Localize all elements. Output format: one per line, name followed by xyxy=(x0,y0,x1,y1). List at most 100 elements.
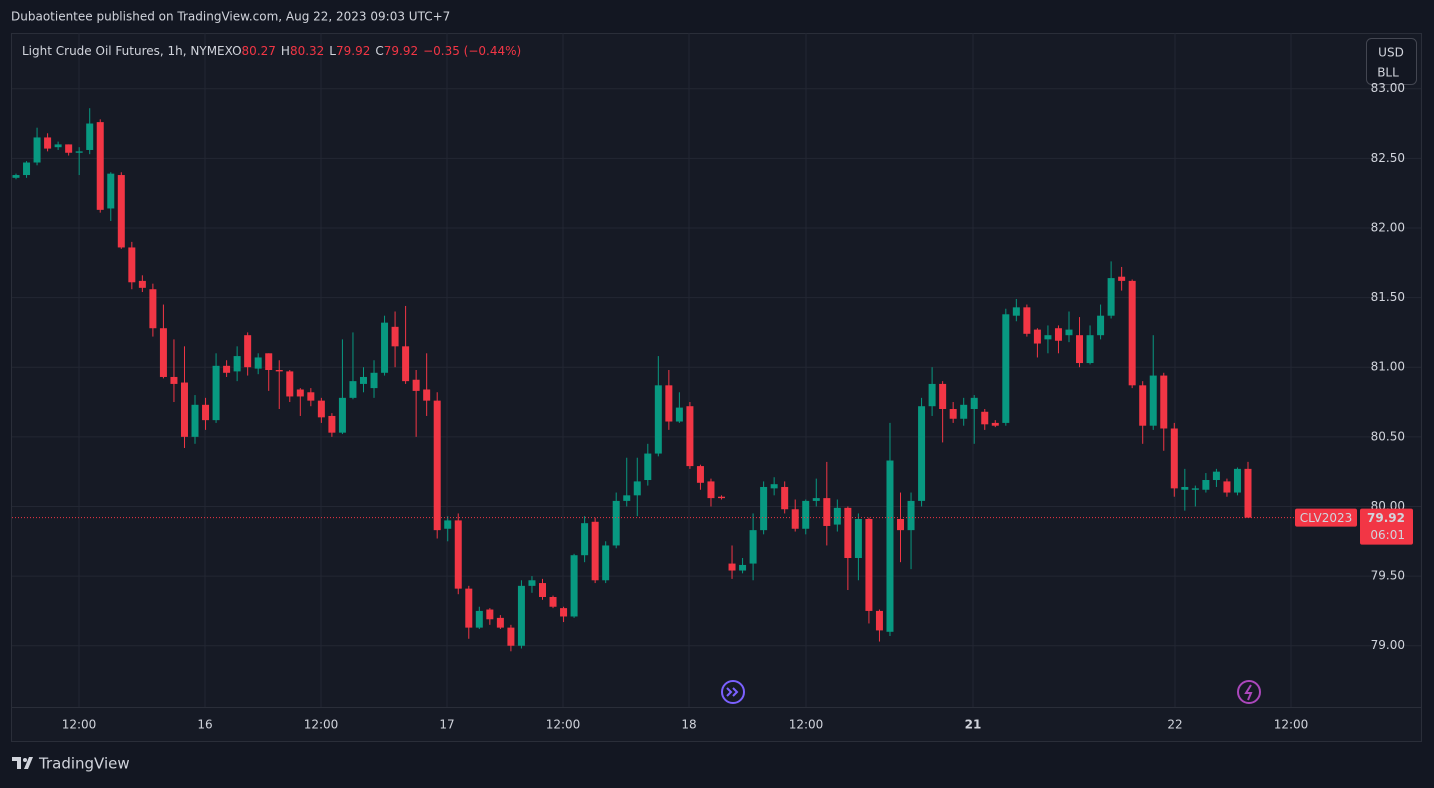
candle-body xyxy=(1233,468,1241,493)
candle-body xyxy=(1202,480,1210,490)
currency-unit: BLL xyxy=(1377,66,1399,80)
candle-body xyxy=(728,563,736,571)
candle-body xyxy=(159,328,167,377)
legend-value: 80.32 xyxy=(290,44,324,58)
candle-body xyxy=(665,385,673,422)
candle-body xyxy=(1086,335,1094,364)
publisher-line: Dubaotientee published on TradingView.co… xyxy=(11,10,450,24)
candle-body xyxy=(549,596,557,607)
legend-label: O xyxy=(232,44,241,58)
candle-body xyxy=(444,520,452,529)
candle-body xyxy=(1023,307,1031,334)
currency-box[interactable] xyxy=(1366,38,1417,85)
candle-body xyxy=(517,585,525,646)
candle-body xyxy=(570,555,578,617)
candle-body xyxy=(12,175,20,178)
candle-body xyxy=(960,404,968,419)
candle-body xyxy=(949,408,957,419)
symbol-tag xyxy=(1295,508,1357,527)
logo[interactable] xyxy=(12,757,33,769)
candle-body xyxy=(1033,329,1041,344)
legend-label: L xyxy=(329,44,336,58)
candle-body xyxy=(844,507,852,558)
candle-body xyxy=(823,498,831,526)
candle-body xyxy=(454,520,462,589)
candle-body xyxy=(317,400,325,418)
candle-body xyxy=(381,322,389,373)
candle-body xyxy=(1054,328,1062,341)
chart-frame xyxy=(11,33,1422,742)
candle-body xyxy=(528,580,536,586)
candle-body xyxy=(138,280,146,288)
y-tick-label: 81.50 xyxy=(1371,290,1405,304)
x-tick-label: 12:00 xyxy=(546,718,581,732)
candle-body xyxy=(1160,375,1168,429)
candle-body xyxy=(75,151,83,153)
candle-body xyxy=(581,523,589,556)
candle-body xyxy=(117,175,125,248)
candle-body xyxy=(1170,428,1178,489)
candle-body xyxy=(507,627,515,646)
y-tick-label: 82.50 xyxy=(1371,151,1405,165)
candle-body xyxy=(328,415,336,433)
candle-body xyxy=(760,486,768,531)
y-tick-label: 80.50 xyxy=(1371,429,1405,443)
y-tick-label: 79.50 xyxy=(1371,569,1405,583)
x-tick-label: 12:00 xyxy=(62,718,97,732)
candle-body xyxy=(602,545,610,581)
legend-label: C xyxy=(375,44,383,58)
candle-body xyxy=(749,530,757,564)
candle-body xyxy=(412,379,420,391)
candle-body xyxy=(802,500,810,529)
candle-body xyxy=(875,610,883,631)
candle-body xyxy=(991,422,999,426)
candle-body xyxy=(1128,280,1136,386)
candle-body xyxy=(212,365,220,421)
candle-body xyxy=(191,404,199,437)
candle-body xyxy=(149,289,157,329)
candle-body xyxy=(918,406,926,501)
candle-body xyxy=(286,371,294,397)
candle-body xyxy=(1191,488,1199,490)
alert-icon[interactable] xyxy=(1237,680,1261,704)
y-tick-label: 83.00 xyxy=(1371,81,1405,95)
candles xyxy=(12,108,1252,652)
candle-body xyxy=(897,519,905,531)
x-tick-label: 16 xyxy=(197,718,212,732)
candle-body xyxy=(1044,335,1052,340)
candle-body xyxy=(981,411,989,425)
candle-body xyxy=(1149,375,1157,426)
candle-body xyxy=(686,406,694,467)
legend: Light Crude Oil Futures, 1h, NYMEXO80.27… xyxy=(22,44,521,58)
price-tag-countdown: 06:01 xyxy=(1370,528,1405,542)
candle-body xyxy=(423,389,431,401)
candle-body xyxy=(886,460,894,632)
y-tick-label: 79.00 xyxy=(1371,638,1405,652)
candle-body xyxy=(633,481,641,496)
candle-body xyxy=(275,370,283,372)
candle-body xyxy=(560,608,568,617)
candle-body xyxy=(833,507,841,525)
candle-body xyxy=(1097,315,1105,336)
candle-body xyxy=(654,385,662,454)
candle-body xyxy=(128,247,136,283)
candle-body xyxy=(1065,329,1073,336)
candle-body xyxy=(907,500,915,531)
candle-body xyxy=(696,466,704,483)
candle-body xyxy=(96,122,104,210)
candle-body xyxy=(44,137,52,149)
grid xyxy=(12,33,1421,707)
legend-value: 80.27 xyxy=(242,44,276,58)
y-tick-label: 82.00 xyxy=(1371,220,1405,234)
replay-icon[interactable] xyxy=(721,680,745,704)
candle-body xyxy=(433,400,441,531)
legend-value: 79.92 xyxy=(384,44,418,58)
candle-body xyxy=(349,381,357,398)
candle-body xyxy=(1002,314,1010,423)
candle-body xyxy=(180,382,188,437)
x-tick-label: 12:00 xyxy=(1274,718,1309,732)
candle-body xyxy=(770,484,778,489)
candle-body xyxy=(591,521,599,581)
candle-body xyxy=(1181,486,1189,490)
